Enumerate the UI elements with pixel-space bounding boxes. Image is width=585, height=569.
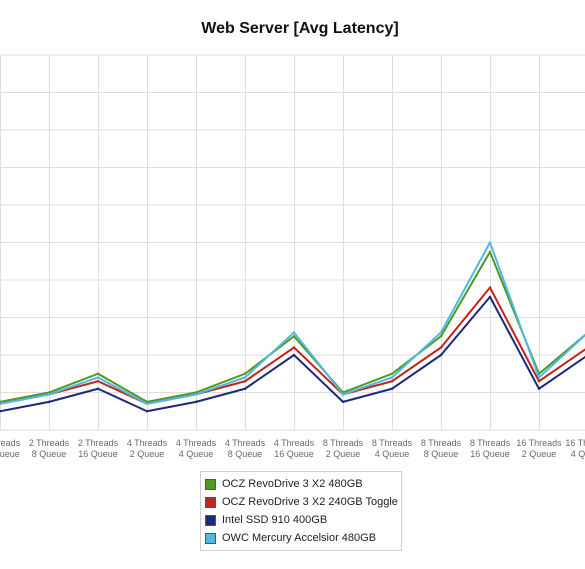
data-point — [96, 376, 100, 379]
series-0 — [0, 250, 585, 404]
series-layer — [0, 241, 585, 413]
data-point — [194, 391, 198, 394]
grid — [0, 54, 585, 431]
series-line — [0, 295, 585, 413]
data-point — [390, 387, 394, 390]
data-point — [439, 346, 443, 349]
data-point — [488, 241, 492, 244]
series-2 — [0, 295, 585, 413]
legend-label: OWC Mercury Accelsior 480GB — [222, 532, 377, 544]
data-point — [537, 380, 541, 383]
legend-swatch — [205, 478, 216, 490]
data-point — [488, 250, 492, 254]
legend-swatch — [205, 514, 216, 526]
x-tick-label: 4 Threads 2 Queue — [127, 438, 168, 459]
data-point — [292, 353, 296, 357]
data-point — [194, 393, 198, 396]
data-point — [390, 372, 394, 375]
data-point — [96, 372, 100, 375]
series-line — [0, 241, 585, 405]
data-point — [0, 410, 2, 413]
data-point — [96, 380, 100, 383]
data-point — [0, 402, 2, 405]
x-tick-label: 8 Threads 8 Queue — [421, 438, 462, 459]
data-point — [390, 380, 394, 383]
data-point — [292, 331, 296, 334]
data-point — [292, 346, 296, 349]
x-tick-label: 4 Threads 16 Queue — [274, 438, 315, 459]
data-point — [292, 335, 296, 338]
data-point — [243, 372, 247, 375]
series-line — [0, 286, 585, 405]
x-tick-label: 2 Threads 16 Queue — [78, 438, 119, 459]
legend-item: OCZ RevoDrive 3 X2 240GB Toggle — [201, 493, 401, 511]
data-point — [439, 353, 443, 357]
x-tick-label: 8 Threads 16 Queue — [470, 438, 511, 459]
data-point — [0, 400, 2, 404]
data-point — [341, 393, 345, 396]
data-point — [439, 335, 443, 338]
data-point — [194, 400, 198, 404]
legend-item: OCZ RevoDrive 3 X2 480GB — [201, 475, 401, 493]
data-point — [145, 402, 149, 405]
data-point — [145, 410, 149, 413]
legend: OCZ RevoDrive 3 X2 480GB OCZ RevoDrive 3 … — [200, 471, 402, 551]
legend-label: Intel SSD 910 400GB — [222, 514, 328, 526]
legend-item: Intel SSD 910 400GB — [201, 511, 401, 529]
x-tick-label: 16 Threads 2 Queue — [516, 438, 562, 459]
data-point — [537, 387, 541, 390]
series-3 — [0, 241, 585, 405]
series-line — [0, 250, 585, 403]
data-point — [243, 387, 247, 390]
series-1 — [0, 286, 585, 405]
x-tick-label: 4 Threads 4 Queue — [176, 438, 217, 459]
legend-label: OCZ RevoDrive 3 X2 480GB — [222, 478, 363, 490]
legend-swatch — [205, 496, 216, 508]
data-point — [537, 376, 541, 379]
data-point — [96, 387, 100, 390]
data-point — [243, 380, 247, 383]
data-point — [47, 400, 51, 404]
data-point — [488, 286, 492, 289]
legend-label: OCZ RevoDrive 3 X2 240GB Toggle — [222, 496, 398, 508]
data-point — [243, 376, 247, 379]
data-point — [488, 295, 492, 299]
x-tick-label: 4 Threads 8 Queue — [225, 438, 266, 459]
chart-title: Web Server [Avg Latency] — [201, 20, 399, 37]
x-tick-label: 8 Threads 2 Queue — [323, 438, 364, 459]
data-point — [439, 331, 443, 334]
x-tick-label: 2 Threads 8 Queue — [29, 438, 70, 459]
data-point — [47, 391, 51, 394]
x-tick-label: 8 Threads 4 Queue — [372, 438, 413, 459]
data-point — [47, 393, 51, 396]
data-point — [390, 376, 394, 379]
legend-swatch — [205, 532, 216, 544]
legend-item: OWC Mercury Accelsior 480GB — [201, 529, 401, 547]
data-point — [341, 400, 345, 404]
